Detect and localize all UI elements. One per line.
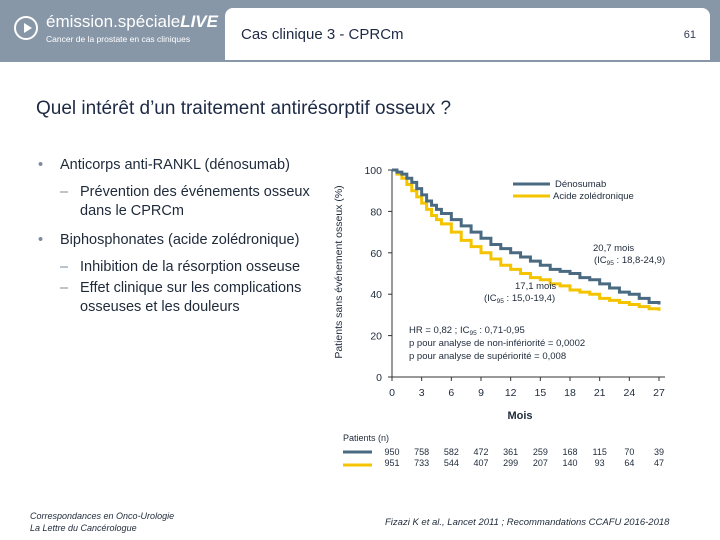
risk-count-zoledronic: 544 xyxy=(444,458,459,468)
risk-row-denosumab: 950 758 582 472 361 259 168 115 70 39 xyxy=(384,447,664,457)
title-box: Cas clinique 3 - CPRCm 61 xyxy=(225,8,710,60)
risk-count-denosumab: 39 xyxy=(654,447,664,457)
footer-line-1: Correspondances en Onco-Urologie xyxy=(30,511,175,521)
risk-count-denosumab: 582 xyxy=(444,447,459,457)
annotation-p-noninferiority: p pour analyse de non-infériorité = 0,00… xyxy=(409,338,585,349)
annotation-zol-median: 17,1 mois xyxy=(515,281,556,292)
risk-count-denosumab: 950 xyxy=(384,447,399,457)
risk-row-zoledronic: 951 733 544 407 299 207 140 93 64 47 xyxy=(384,458,664,468)
risk-count-zoledronic: 407 xyxy=(473,458,488,468)
risk-count-zoledronic: 299 xyxy=(503,458,518,468)
risk-count-denosumab: 758 xyxy=(414,447,429,457)
y-tick-label: 100 xyxy=(364,165,382,177)
y-tick-label: 0 xyxy=(376,372,382,384)
annotation-zol-ci: (IC95 : 15,0-19,4) xyxy=(484,293,555,305)
risk-count-denosumab: 70 xyxy=(624,447,634,457)
footer-reference: Fizazi K et al., Lancet 2011 ; Recommand… xyxy=(385,517,670,528)
logo-live: LIVE xyxy=(180,12,218,31)
logo-name: émission.spécialeLIVE xyxy=(46,12,218,31)
risk-count-zoledronic: 93 xyxy=(595,458,605,468)
x-tick-label: 12 xyxy=(505,387,517,399)
legend-zoledronic-label: Acide zolédronique xyxy=(553,191,634,202)
x-tick-label: 3 xyxy=(419,387,425,399)
series-denosumab-line xyxy=(392,168,661,305)
risk-count-denosumab: 259 xyxy=(533,447,548,457)
y-tick-label: 40 xyxy=(370,289,382,301)
risk-count-zoledronic: 47 xyxy=(654,458,664,468)
risk-count-zoledronic: 951 xyxy=(384,458,399,468)
x-tick-label: 0 xyxy=(389,387,395,399)
risk-count-denosumab: 472 xyxy=(473,447,488,457)
risk-count-denosumab: 361 xyxy=(503,447,518,457)
bullet-biphosphonates: Biphosphonates (acide zolédronique) xyxy=(38,231,318,250)
logo: émission.spécialeLIVE Cancer de la prost… xyxy=(14,10,218,50)
sub-bullet-prevention: Prévention des événements osseux dans le… xyxy=(38,183,318,221)
y-ticks: 100 80 60 40 20 0 xyxy=(364,165,392,384)
risk-count-denosumab: 115 xyxy=(592,447,606,457)
x-tick-label: 18 xyxy=(564,387,576,399)
page-title: Quel intérêt d’un traitement antirésorpt… xyxy=(36,98,452,119)
logo-subtitle: Cancer de la prostate en cas cliniques xyxy=(46,34,191,44)
header-bar: émission.spécialeLIVE Cancer de la prost… xyxy=(0,0,720,62)
legend-denosumab-label: Dénosumab xyxy=(555,179,606,190)
x-tick-label: 21 xyxy=(594,387,606,399)
bullet-list: Anticorps anti-RANKL (dénosumab) Prévent… xyxy=(38,156,318,317)
risk-count-zoledronic: 733 xyxy=(414,458,429,468)
annotation-deno-ci: (IC95 : 18,8-24,9) xyxy=(594,255,665,267)
page-number: 61 xyxy=(683,29,696,41)
x-ticks: 0 3 6 9 12 15 18 21 24 27 xyxy=(389,377,665,399)
y-axis-label: Patients sans événement osseux (%) xyxy=(333,185,345,358)
annotation-deno-median: 20,7 mois xyxy=(593,243,634,254)
series-zoledronic-line xyxy=(392,168,661,311)
x-tick-label: 27 xyxy=(653,387,665,399)
x-tick-label: 15 xyxy=(534,387,546,399)
sub-bullet-clinical-effect: Effet clinique sur les complications oss… xyxy=(38,279,318,317)
slide-title: Cas clinique 3 - CPRCm xyxy=(241,26,404,43)
x-tick-label: 9 xyxy=(478,387,484,399)
x-tick-label: 24 xyxy=(623,387,635,399)
risk-count-zoledronic: 140 xyxy=(562,458,577,468)
annotation-p-superiority: p pour analyse de supériorité = 0,008 xyxy=(409,351,566,362)
x-axis-label: Mois xyxy=(507,410,532,422)
y-tick-label: 20 xyxy=(370,331,382,343)
play-icon xyxy=(14,16,38,40)
risk-count-zoledronic: 207 xyxy=(533,458,548,468)
y-tick-label: 80 xyxy=(370,206,382,218)
x-tick-label: 6 xyxy=(448,387,454,399)
footer-line-2: La Lettre du Cancérologue xyxy=(30,523,137,533)
footer-source-journal: Correspondances en Onco-Urologie La Lett… xyxy=(30,510,174,534)
bullet-denosumab: Anticorps anti-RANKL (dénosumab) xyxy=(38,156,318,175)
annotation-hr: HR = 0,82 ; IC95 : 0,71-0,95 xyxy=(409,325,525,337)
risk-count-zoledronic: 64 xyxy=(624,458,634,468)
risk-table-label: Patients (n) xyxy=(343,433,389,443)
risk-count-denosumab: 168 xyxy=(562,447,577,457)
sub-bullet-inhibition: Inhibition de la résorption osseuse xyxy=(38,258,318,277)
y-tick-label: 60 xyxy=(370,248,382,260)
